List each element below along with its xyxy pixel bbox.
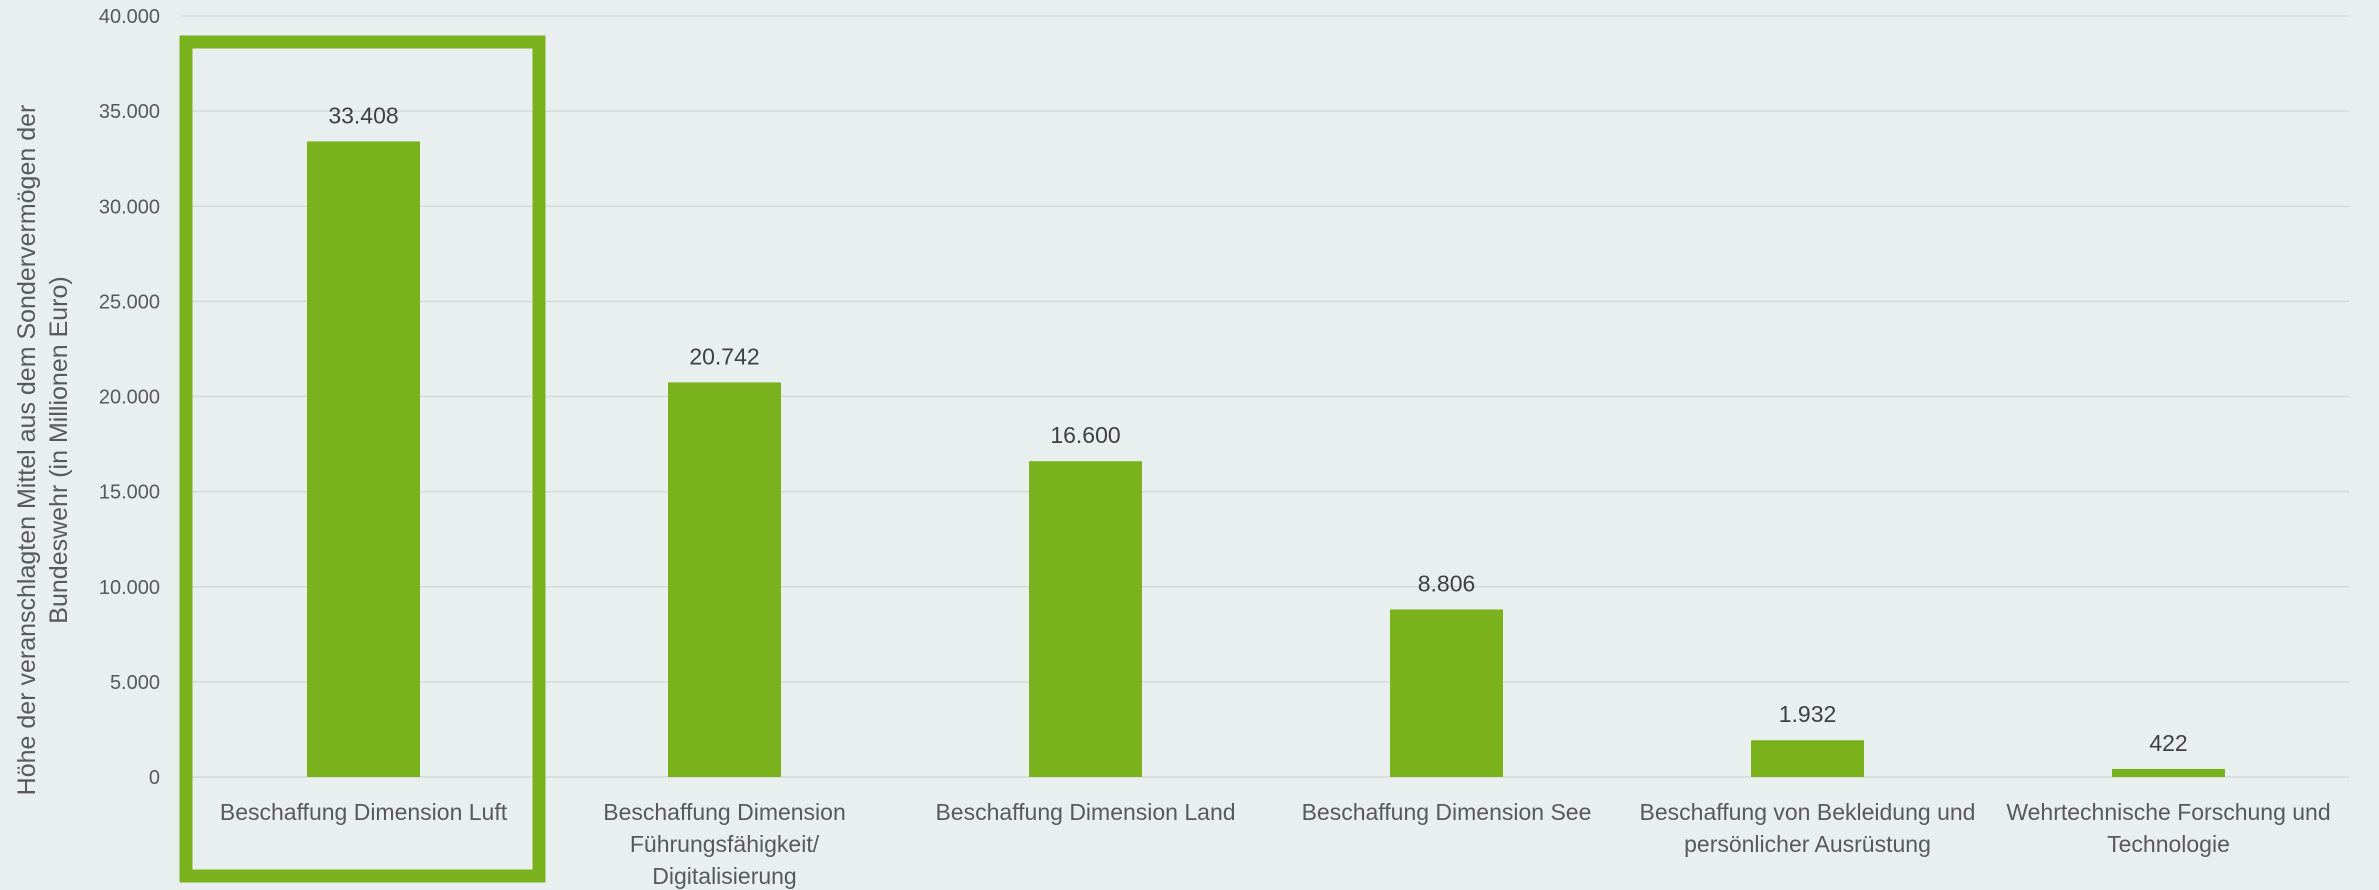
highlight-frame bbox=[179, 35, 546, 883]
y-tick-label: 0 bbox=[149, 767, 160, 789]
y-tick-label: 40.000 bbox=[99, 6, 160, 28]
highlight-frame-layer bbox=[179, 35, 546, 883]
data-label: 8.806 bbox=[1418, 570, 1476, 596]
data-labels: 33.408 20.742 16.600 8.806 1.932 422 bbox=[328, 102, 2187, 756]
bars bbox=[307, 141, 2225, 778]
y-tick-label: 20.000 bbox=[99, 387, 160, 409]
y-tick-label: 30.000 bbox=[99, 196, 160, 218]
bar bbox=[1751, 740, 1864, 777]
bar bbox=[2112, 768, 2225, 777]
data-label: 422 bbox=[2149, 730, 2187, 756]
x-tick-label: Beschaffung Dimension Führungsfähigkeit/D… bbox=[603, 799, 846, 889]
x-tick-label: Beschaffung von Bekleidung und persönlich… bbox=[1640, 799, 1976, 857]
y-tick-label: 10.000 bbox=[99, 577, 160, 599]
y-axis-tick-labels: 0 5.000 10.000 15.000 20.000 25.000 30.000 35.0… bbox=[99, 6, 160, 789]
y-tick-label: 15.000 bbox=[99, 482, 160, 504]
bar bbox=[1390, 609, 1503, 777]
bar bbox=[307, 141, 420, 778]
gridlines bbox=[183, 15, 2349, 778]
data-label: 33.408 bbox=[328, 102, 398, 128]
bar bbox=[668, 382, 781, 777]
data-label: 20.742 bbox=[689, 343, 759, 369]
y-tick-label: 25.000 bbox=[99, 291, 160, 313]
y-axis-label: Höhe der veranschlagten Mittel aus dem S… bbox=[13, 105, 73, 796]
data-label: 1.932 bbox=[1779, 701, 1837, 727]
x-tick-label: Wehrtechnische Forschung und Technologie bbox=[2006, 799, 2330, 857]
data-label: 16.600 bbox=[1050, 422, 1120, 448]
x-tick-label: Beschaffung Dimension See bbox=[1302, 799, 1592, 825]
y-axis-title: Höhe der veranschlagten Mittel aus dem S… bbox=[13, 105, 73, 796]
x-axis-category-labels: Beschaffung Dimension Luft Beschaffung Di… bbox=[220, 799, 2331, 889]
y-tick-label: 35.000 bbox=[99, 101, 160, 123]
x-tick-label: Beschaffung Dimension Land bbox=[935, 799, 1235, 825]
x-tick-label: Beschaffung Dimension Luft bbox=[220, 799, 508, 825]
bar bbox=[1029, 461, 1142, 777]
y-tick-label: 5.000 bbox=[110, 672, 160, 694]
